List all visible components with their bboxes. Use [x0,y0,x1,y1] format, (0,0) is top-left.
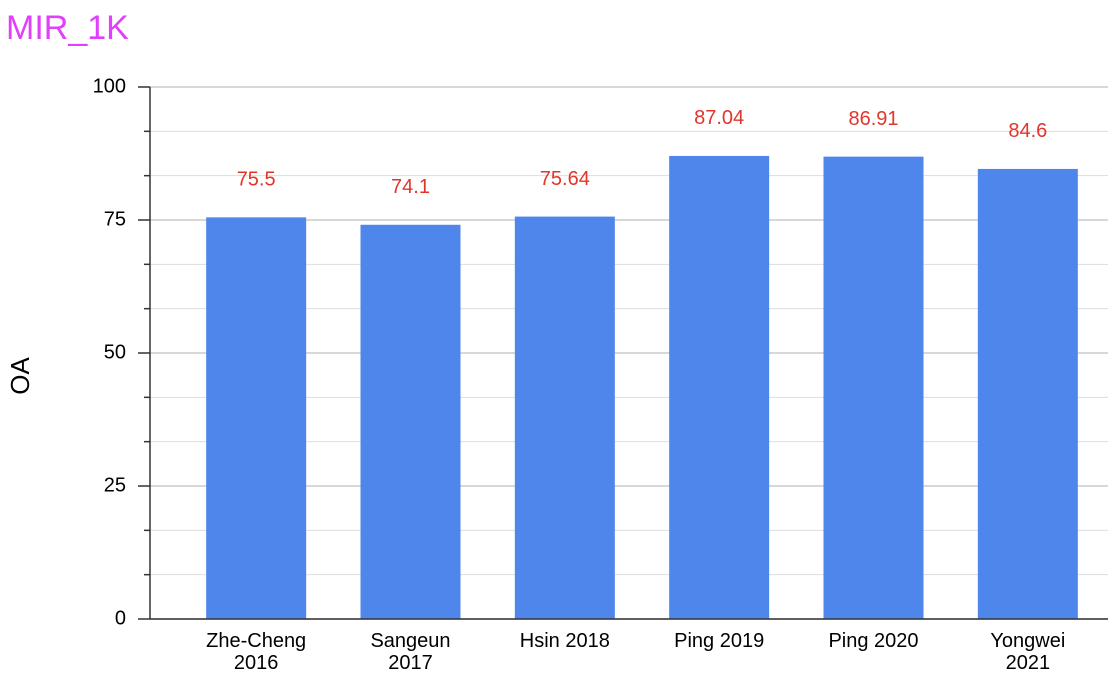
x-tick-label: Zhe-Cheng 2016 [206,630,307,674]
value-label: 75.64 [540,168,590,190]
bar [823,156,924,619]
bar [206,217,307,619]
bar [514,216,615,619]
y-tick-label: 50 [104,341,126,363]
value-label: 84.6 [1008,120,1047,142]
y-tick-label: 0 [115,607,126,629]
y-tick-label: 25 [104,474,126,496]
bar [669,155,770,619]
value-label: 86.91 [848,108,898,130]
value-label: 75.5 [237,169,276,191]
x-tick-label: Ping 2019 [674,630,765,652]
value-label: 74.1 [391,176,430,198]
y-tick-label: 75 [104,208,126,230]
x-tick-label: Yongwei 2021 [990,630,1066,674]
x-tick-label: Hsin 2018 [519,630,610,652]
value-label: 87.04 [694,107,744,129]
y-axis-label: OA [5,357,35,395]
bar [360,224,461,619]
x-tick-label: Sangeun 2017 [370,630,451,674]
chart-title: MIR_1K [6,9,129,47]
y-tick-label: 100 [93,75,126,97]
bar [977,168,1078,620]
x-tick-label: Ping 2020 [828,630,919,652]
